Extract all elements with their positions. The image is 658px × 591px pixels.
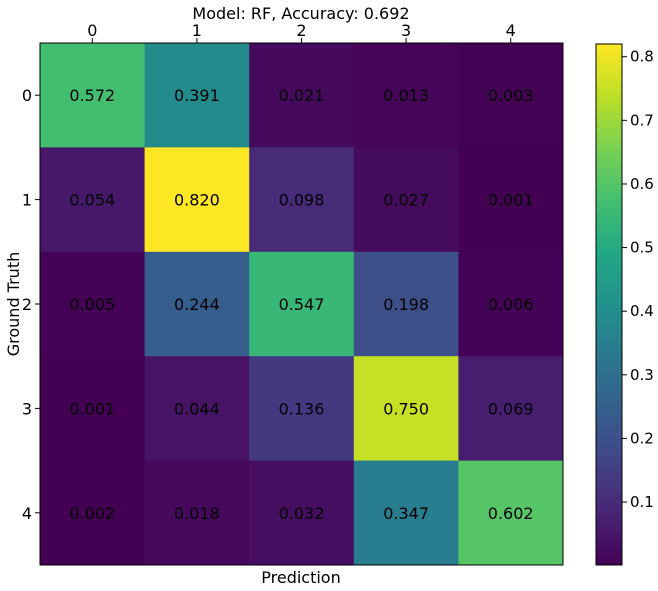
cell-value-r3-c3: 0.750 (383, 399, 429, 418)
cell-value-r1-c0: 0.054 (69, 191, 115, 210)
cell-value-r0-c4: 0.003 (488, 86, 534, 105)
cell-value-r2-c4: 0.006 (488, 295, 534, 314)
colorbar-tick-label-1: 0.2 (630, 429, 654, 447)
heatmap-cell-r2-c1 (144, 251, 250, 357)
x-tick-labels: 0 1 2 3 4 (87, 21, 516, 43)
cell-value-r4-c1: 0.018 (174, 504, 220, 523)
colorbar-tick-label-5: 0.6 (630, 175, 654, 193)
y-tick-label-3: 3 (22, 399, 32, 418)
cell-value-r0-c2: 0.021 (279, 86, 325, 105)
colorbar-tick-label-7: 0.8 (630, 48, 654, 66)
heatmap-cell-r2-c4 (458, 251, 564, 357)
heatmap-cell-r1-c3 (353, 147, 459, 253)
colorbar-ticks: 0.1 0.2 0.3 0.4 0.5 0.6 0.7 0.8 (622, 48, 654, 511)
x-tick-label-4: 4 (506, 21, 516, 40)
heatmap-cell-r0-c1 (144, 43, 250, 148)
heatmap-cell-r4-c0 (40, 460, 146, 566)
heatmap-cell-r0-c0 (40, 43, 146, 148)
cell-value-r0-c0: 0.572 (69, 86, 115, 105)
cell-value-r1-c1: 0.820 (174, 191, 220, 210)
cell-value-r2-c0: 0.005 (69, 295, 115, 314)
heatmap-cell-r4-c3 (353, 460, 459, 566)
heatmap-cell-r3-c3 (353, 356, 459, 462)
heatmap-cell-r4-c1 (144, 460, 250, 566)
cell-value-r1-c4: 0.001 (488, 191, 534, 210)
cell-value-r3-c4: 0.069 (488, 399, 534, 418)
heatmap-cell-r1-c4 (458, 147, 564, 253)
colorbar-tick-label-6: 0.7 (630, 111, 654, 129)
cell-value-r3-c0: 0.001 (69, 399, 115, 418)
heatmap-cell-r4-c2 (249, 460, 355, 566)
colorbar-tick-label-3: 0.4 (630, 302, 654, 320)
cell-value-r0-c3: 0.013 (383, 86, 429, 105)
y-tick-label-1: 1 (22, 191, 32, 210)
x-axis-label: Prediction (261, 568, 340, 587)
x-tick-label-0: 0 (87, 21, 97, 40)
cell-value-r2-c1: 0.244 (174, 295, 220, 314)
heatmap-cell-r0-c3 (353, 43, 459, 148)
colorbar (595, 43, 623, 566)
cell-value-r3-c2: 0.136 (279, 399, 325, 418)
colorbar-tick-label-4: 0.5 (630, 239, 654, 257)
cell-value-r0-c1: 0.391 (174, 86, 220, 105)
cell-value-r1-c2: 0.098 (279, 191, 325, 210)
cell-value-r4-c4: 0.602 (488, 504, 534, 523)
y-tick-label-4: 4 (22, 504, 32, 523)
heatmap-cell-r2-c3 (353, 251, 459, 357)
cell-value-r3-c1: 0.044 (174, 399, 220, 418)
heatmap-cell-r0-c4 (458, 43, 564, 148)
cell-value-r4-c3: 0.347 (383, 504, 429, 523)
y-tick-label-0: 0 (22, 86, 32, 105)
heatmap-cell-r1-c0 (40, 147, 146, 253)
x-tick-label-2: 2 (296, 21, 306, 40)
heatmap-cell-r3-c2 (249, 356, 355, 462)
heatmap-cell-labels: 0.572 0.391 0.021 0.013 0.003 0.054 0.820 0.098… (69, 86, 533, 523)
heatmap-cells (40, 43, 564, 566)
heatmap-cell-r1-c2 (249, 147, 355, 253)
cell-value-r2-c3: 0.198 (383, 295, 429, 314)
chart-title: Model: RF, Accuracy: 0.692 (192, 4, 409, 23)
x-tick-label-3: 3 (401, 21, 411, 40)
heatmap-cell-r0-c2 (249, 43, 355, 148)
heatmap-cell-r2-c0 (40, 251, 146, 357)
heatmap-cell-r3-c1 (144, 356, 250, 462)
heatmap-cell-r2-c2 (249, 251, 355, 357)
cell-value-r1-c3: 0.027 (383, 191, 429, 210)
colorbar-tick-label-0: 0.1 (630, 493, 654, 511)
colorbar-tick-label-2: 0.3 (630, 366, 654, 384)
heatmap-cell-r3-c0 (40, 356, 146, 462)
heatmap-cell-r1-c1 (144, 147, 250, 253)
heatmap-cell-r3-c4 (458, 356, 564, 462)
y-axis-label: Ground Truth (4, 252, 23, 357)
y-tick-label-2: 2 (22, 295, 32, 314)
plot-frame (39, 42, 564, 566)
x-tick-label-1: 1 (192, 21, 202, 40)
cell-value-r2-c2: 0.547 (279, 295, 325, 314)
heatmap-cell-r4-c4 (458, 460, 564, 566)
y-tick-labels: 0 1 2 3 4 (22, 86, 40, 523)
cell-value-r4-c2: 0.032 (279, 504, 325, 523)
cell-value-r4-c0: 0.002 (69, 504, 115, 523)
